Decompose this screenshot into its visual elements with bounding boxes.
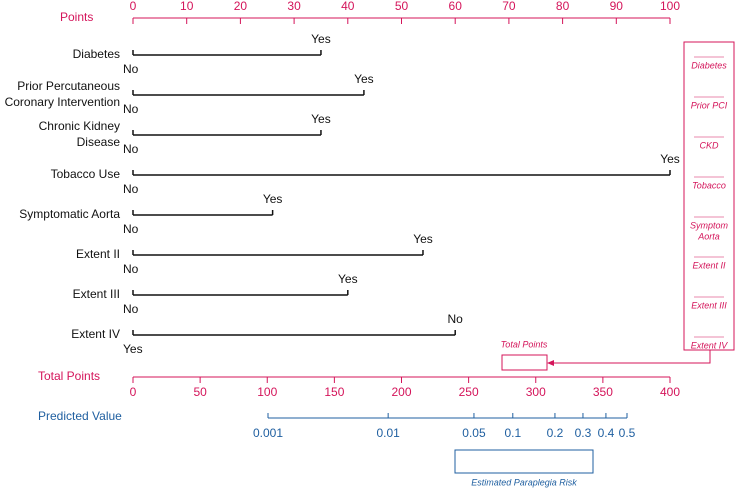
level-label: No xyxy=(123,182,139,196)
tick-label: 0.5 xyxy=(619,426,636,440)
side-label: Extent II xyxy=(692,260,726,270)
arrow xyxy=(550,350,711,364)
tick-label: 300 xyxy=(526,385,546,399)
level-label: No xyxy=(448,312,464,326)
variable-label: Tobacco Use xyxy=(51,167,121,181)
tick-label: 90 xyxy=(610,0,624,13)
side-label: CKD xyxy=(699,140,719,150)
axis-label: Predicted Value xyxy=(38,409,122,423)
tick-label: 0.2 xyxy=(547,426,564,440)
level-label: No xyxy=(123,222,139,236)
level-label: No xyxy=(123,62,139,76)
tick-label: 0.3 xyxy=(575,426,592,440)
risk-box-label: Estimated Paraplegia Risk xyxy=(471,477,577,487)
level-label: No xyxy=(123,102,139,116)
level-label: Yes xyxy=(123,342,143,356)
tick-label: 70 xyxy=(502,0,516,13)
level-label: Yes xyxy=(263,192,283,206)
tick-label: 0 xyxy=(130,385,137,399)
variable-label: Extent II xyxy=(76,247,120,261)
variable-label: Chronic Kidney xyxy=(39,119,120,133)
tick-label: 100 xyxy=(257,385,277,399)
variable-label: Diabetes xyxy=(73,47,120,61)
tick-label: 250 xyxy=(459,385,479,399)
side-label: Symptom xyxy=(690,220,729,230)
tick-label: 30 xyxy=(287,0,301,13)
level-label: Yes xyxy=(338,272,358,286)
tick-label: 50 xyxy=(193,385,207,399)
side-label: Prior PCI xyxy=(691,100,728,110)
variable-label: Prior Percutaneous xyxy=(17,79,120,93)
variable-label: Extent III xyxy=(73,287,120,301)
arrow-head xyxy=(547,360,554,366)
level-label: Yes xyxy=(311,32,331,46)
total-box xyxy=(501,354,548,371)
tick-label: 200 xyxy=(391,385,411,399)
side-label: Extent III xyxy=(691,300,727,310)
level-label: Yes xyxy=(660,152,680,166)
level-label: Yes xyxy=(354,72,374,86)
tick-label: 50 xyxy=(395,0,409,13)
level-label: No xyxy=(123,302,139,316)
variable-label: Extent IV xyxy=(71,327,120,341)
variable-label: Disease xyxy=(77,135,121,149)
variable-label: Coronary Intervention xyxy=(5,95,120,109)
tick-label: 400 xyxy=(660,385,680,399)
risk-box xyxy=(454,449,594,474)
tick-label: 0.001 xyxy=(253,426,283,440)
tick-label: 0.01 xyxy=(376,426,400,440)
side-label: Tobacco xyxy=(692,180,726,190)
tick-label: 0.05 xyxy=(462,426,486,440)
side-label: Aorta xyxy=(697,231,720,241)
tick-label: 100 xyxy=(660,0,680,13)
tick-label: 150 xyxy=(324,385,344,399)
side-panel xyxy=(683,41,735,351)
tick-label: 0.1 xyxy=(504,426,521,440)
level-label: Yes xyxy=(413,232,433,246)
tick-label: 0.4 xyxy=(598,426,615,440)
variable-label: Symptomatic Aorta xyxy=(19,207,120,221)
tick-label: 10 xyxy=(180,0,194,13)
side-label: Extent IV xyxy=(691,340,729,350)
tick-label: 0 xyxy=(130,0,137,13)
total-box-label: Total Points xyxy=(501,339,548,349)
tick-label: 40 xyxy=(341,0,355,13)
axis-label: Total Points xyxy=(38,369,100,383)
tick-label: 350 xyxy=(593,385,613,399)
axis-label: Points xyxy=(60,10,93,24)
tick-label: 20 xyxy=(234,0,248,13)
level-label: Yes xyxy=(311,112,331,126)
level-label: No xyxy=(123,262,139,276)
tick-label: 80 xyxy=(556,0,570,13)
side-label: Diabetes xyxy=(691,60,727,70)
level-label: No xyxy=(123,142,139,156)
tick-label: 60 xyxy=(449,0,463,13)
